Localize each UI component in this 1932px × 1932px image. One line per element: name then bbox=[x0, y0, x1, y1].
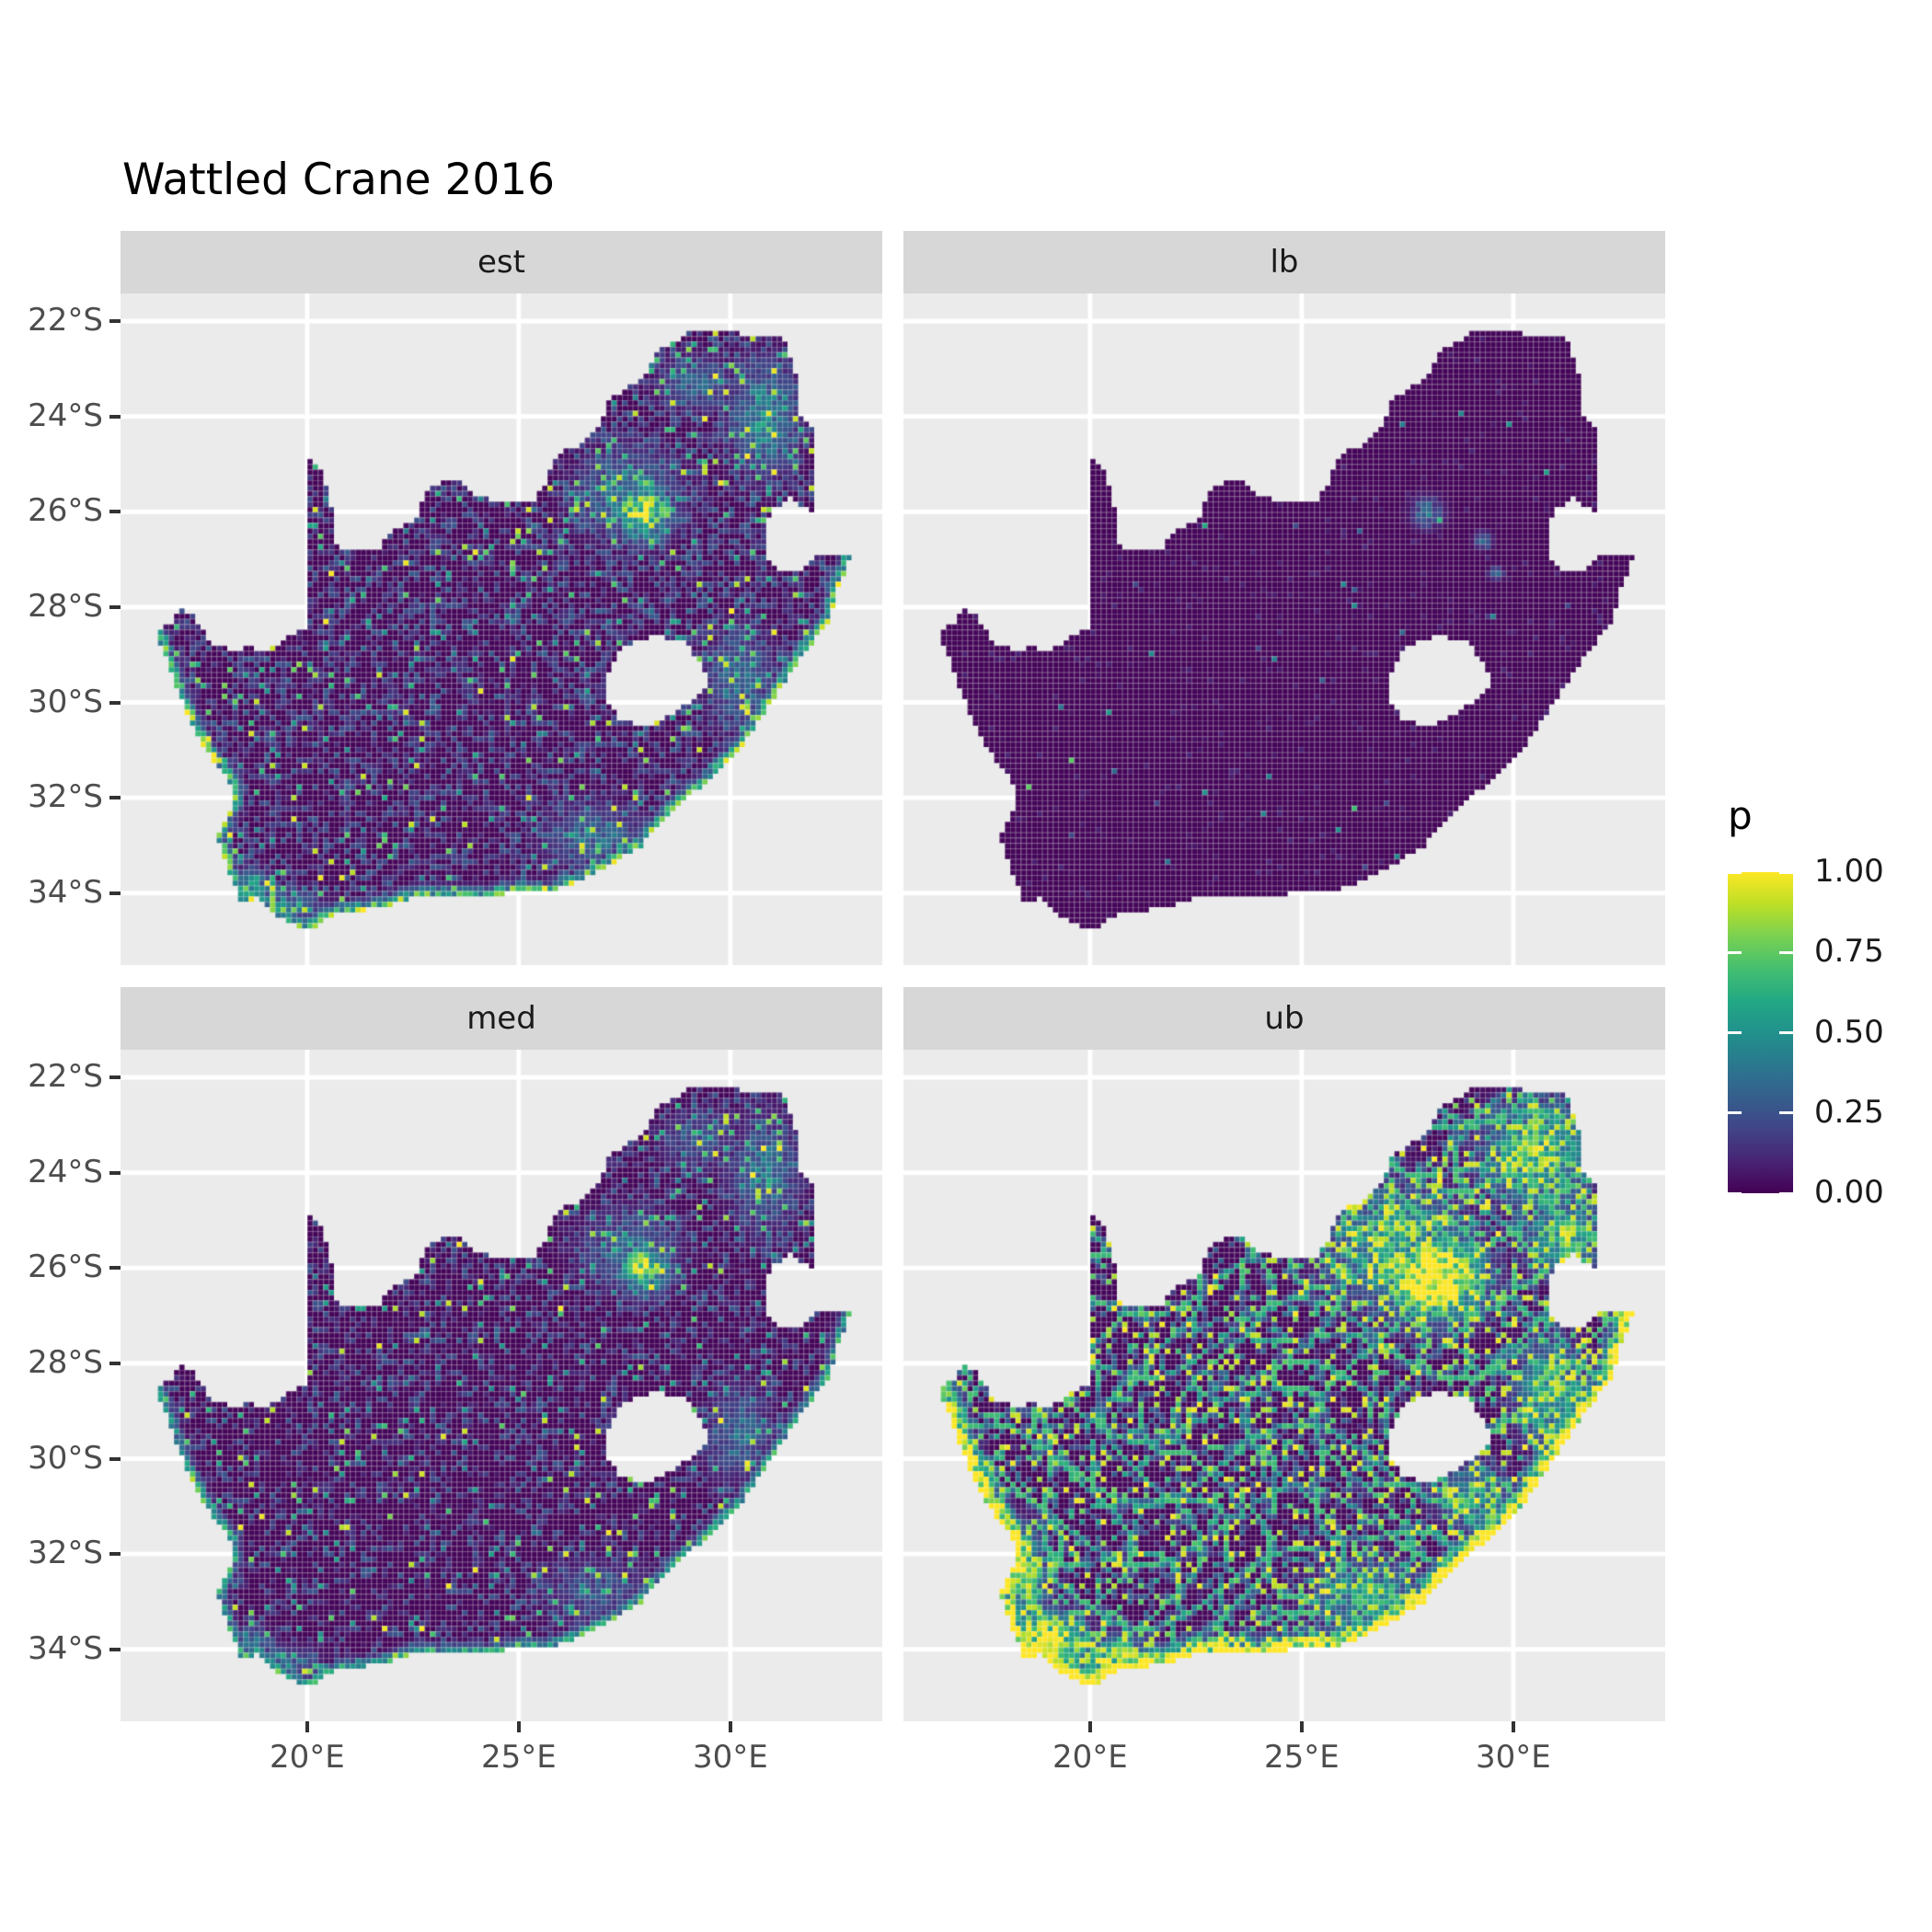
x-tick-mark bbox=[1299, 1721, 1304, 1732]
colorbar-tick bbox=[1728, 950, 1742, 954]
colorbar-label: 1.00 bbox=[1814, 853, 1884, 890]
y-tick-mark bbox=[109, 604, 121, 609]
colorbar-tick bbox=[1779, 950, 1793, 954]
x-tick-label: 25°E bbox=[480, 1739, 557, 1776]
colorbar-tick bbox=[1779, 1031, 1793, 1034]
x-tick-mark bbox=[728, 1721, 732, 1732]
facet-strip-label-med: med bbox=[466, 1000, 536, 1037]
x-tick-label: 25°E bbox=[1263, 1739, 1340, 1776]
x-tick-mark bbox=[305, 1721, 309, 1732]
y-tick-mark bbox=[109, 319, 121, 324]
x-tick-mark bbox=[1511, 1721, 1515, 1732]
y-tick-mark bbox=[109, 1552, 121, 1557]
y-tick-mark bbox=[109, 1075, 121, 1080]
colorbar-label: 0.25 bbox=[1814, 1093, 1884, 1131]
colorbar-label: 0.75 bbox=[1814, 933, 1884, 971]
y-tick-label: 24°S bbox=[28, 1153, 103, 1190]
colorbar-tick bbox=[1728, 870, 1742, 874]
facet-strip-label-ub: ub bbox=[1264, 1000, 1305, 1037]
colorbar-tick bbox=[1779, 870, 1793, 874]
facet-strip-label-est: est bbox=[477, 244, 525, 281]
x-tick-mark bbox=[516, 1721, 521, 1732]
y-tick-mark bbox=[109, 1647, 121, 1651]
y-tick-label: 34°S bbox=[28, 1629, 103, 1667]
x-tick-label: 20°E bbox=[269, 1739, 345, 1776]
facet-strip-est: est bbox=[121, 231, 882, 293]
plot-title: Wattled Crane 2016 bbox=[122, 155, 556, 205]
y-tick-label: 28°S bbox=[28, 587, 103, 625]
legend-title: p bbox=[1728, 793, 1753, 838]
x-tick-label: 20°E bbox=[1052, 1739, 1128, 1776]
x-tick-label: 30°E bbox=[692, 1739, 768, 1776]
y-tick-mark bbox=[109, 1266, 121, 1271]
colorbar-tick bbox=[1779, 1111, 1793, 1115]
y-tick-label: 34°S bbox=[28, 873, 103, 911]
map-panel-lb bbox=[903, 293, 1665, 965]
y-tick-label: 32°S bbox=[28, 778, 103, 816]
colorbar-label: 0.00 bbox=[1814, 1174, 1884, 1211]
y-tick-label: 30°S bbox=[28, 683, 103, 720]
x-tick-mark bbox=[1087, 1721, 1092, 1732]
y-tick-mark bbox=[109, 700, 121, 705]
colorbar-tick bbox=[1728, 1031, 1742, 1034]
colorbar-tick bbox=[1728, 1191, 1742, 1195]
y-tick-mark bbox=[109, 1170, 121, 1175]
y-tick-label: 26°S bbox=[28, 492, 103, 530]
map-panel-est bbox=[121, 293, 882, 965]
facet-strip-ub: ub bbox=[903, 987, 1665, 1050]
y-tick-label: 32°S bbox=[28, 1535, 103, 1572]
map-panel-med bbox=[121, 1050, 882, 1721]
y-tick-mark bbox=[109, 510, 121, 514]
y-tick-mark bbox=[109, 1361, 121, 1365]
y-tick-label: 30°S bbox=[28, 1439, 103, 1477]
y-tick-mark bbox=[109, 891, 121, 895]
colorbar-tick bbox=[1779, 1191, 1793, 1195]
y-tick-mark bbox=[109, 1456, 121, 1461]
facet-strip-med: med bbox=[121, 987, 882, 1050]
y-tick-label: 28°S bbox=[28, 1343, 103, 1381]
y-tick-label: 22°S bbox=[28, 302, 103, 339]
map-panel-ub bbox=[903, 1050, 1665, 1721]
y-tick-label: 22°S bbox=[28, 1058, 103, 1096]
x-tick-label: 30°E bbox=[1475, 1739, 1551, 1776]
y-tick-label: 26°S bbox=[28, 1248, 103, 1286]
y-tick-mark bbox=[109, 414, 121, 419]
facet-strip-label-lb: lb bbox=[1270, 244, 1299, 281]
colorbar-label: 0.50 bbox=[1814, 1013, 1884, 1051]
y-tick-mark bbox=[109, 796, 121, 800]
y-tick-label: 24°S bbox=[28, 397, 103, 434]
facet-strip-lb: lb bbox=[903, 231, 1665, 293]
colorbar-tick bbox=[1728, 1111, 1742, 1115]
